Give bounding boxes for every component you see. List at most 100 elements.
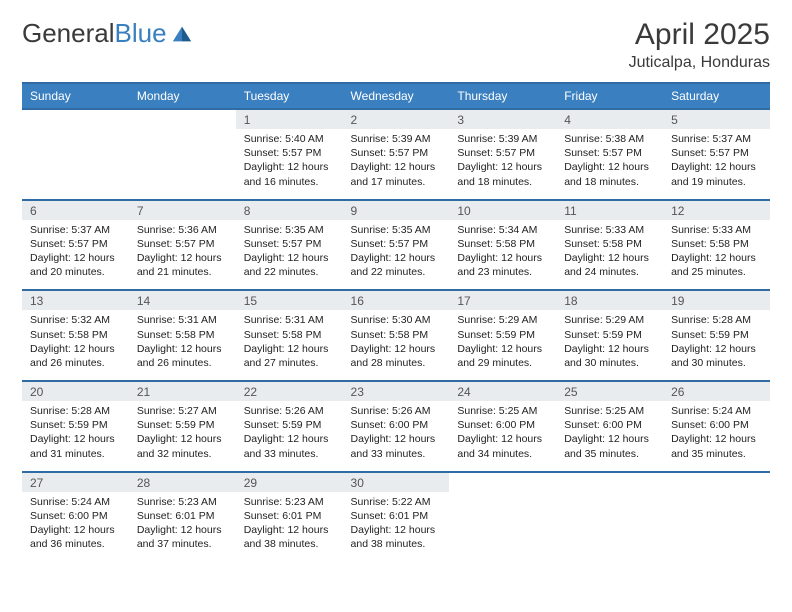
sunrise-line: Sunrise: 5:25 AM — [457, 404, 548, 418]
title-block: April 2025 Juticalpa, Honduras — [629, 18, 770, 72]
empty-cell — [556, 492, 663, 562]
day-details: Sunrise: 5:24 AMSunset: 6:00 PMDaylight:… — [663, 401, 770, 472]
day-number: 21 — [129, 381, 236, 401]
sunset-line: Sunset: 5:58 PM — [351, 328, 442, 342]
day-number: 2 — [343, 109, 450, 129]
daylight-line: Daylight: 12 hours and 25 minutes. — [671, 251, 762, 279]
day-number: 13 — [22, 290, 129, 310]
sunrise-line: Sunrise: 5:34 AM — [457, 223, 548, 237]
sunset-line: Sunset: 5:58 PM — [30, 328, 121, 342]
empty-cell — [663, 472, 770, 492]
sunrise-line: Sunrise: 5:28 AM — [671, 313, 762, 327]
day-details: Sunrise: 5:23 AMSunset: 6:01 PMDaylight:… — [129, 492, 236, 562]
daylight-line: Daylight: 12 hours and 34 minutes. — [457, 432, 548, 460]
brand-name-a: General — [22, 18, 115, 48]
sunset-line: Sunset: 5:58 PM — [671, 237, 762, 251]
sunrise-line: Sunrise: 5:29 AM — [564, 313, 655, 327]
day-number: 8 — [236, 200, 343, 220]
empty-cell — [449, 472, 556, 492]
day-body-row: Sunrise: 5:40 AMSunset: 5:57 PMDaylight:… — [22, 129, 770, 200]
sunset-line: Sunset: 5:59 PM — [457, 328, 548, 342]
day-details: Sunrise: 5:25 AMSunset: 6:00 PMDaylight:… — [556, 401, 663, 472]
sunset-line: Sunset: 5:58 PM — [137, 328, 228, 342]
day-details: Sunrise: 5:26 AMSunset: 6:00 PMDaylight:… — [343, 401, 450, 472]
day-details: Sunrise: 5:35 AMSunset: 5:57 PMDaylight:… — [236, 220, 343, 291]
sunrise-line: Sunrise: 5:36 AM — [137, 223, 228, 237]
empty-cell — [22, 109, 129, 129]
day-details: Sunrise: 5:38 AMSunset: 5:57 PMDaylight:… — [556, 129, 663, 200]
day-number: 24 — [449, 381, 556, 401]
sunrise-line: Sunrise: 5:30 AM — [351, 313, 442, 327]
sunset-line: Sunset: 5:58 PM — [564, 237, 655, 251]
day-number: 4 — [556, 109, 663, 129]
day-number: 16 — [343, 290, 450, 310]
sunrise-line: Sunrise: 5:37 AM — [671, 132, 762, 146]
sunrise-line: Sunrise: 5:23 AM — [244, 495, 335, 509]
sunrise-line: Sunrise: 5:38 AM — [564, 132, 655, 146]
sunrise-line: Sunrise: 5:37 AM — [30, 223, 121, 237]
daylight-line: Daylight: 12 hours and 21 minutes. — [137, 251, 228, 279]
day-number: 5 — [663, 109, 770, 129]
day-details: Sunrise: 5:36 AMSunset: 5:57 PMDaylight:… — [129, 220, 236, 291]
brand-name: GeneralBlue — [22, 18, 167, 49]
sunrise-line: Sunrise: 5:31 AM — [244, 313, 335, 327]
daylight-line: Daylight: 12 hours and 16 minutes. — [244, 160, 335, 188]
daylight-line: Daylight: 12 hours and 20 minutes. — [30, 251, 121, 279]
day-details: Sunrise: 5:31 AMSunset: 5:58 PMDaylight:… — [236, 310, 343, 381]
sunset-line: Sunset: 5:57 PM — [244, 146, 335, 160]
daylight-line: Daylight: 12 hours and 35 minutes. — [671, 432, 762, 460]
day-number-row: 13141516171819 — [22, 290, 770, 310]
daylight-line: Daylight: 12 hours and 24 minutes. — [564, 251, 655, 279]
day-details: Sunrise: 5:33 AMSunset: 5:58 PMDaylight:… — [663, 220, 770, 291]
calendar-body: 12345Sunrise: 5:40 AMSunset: 5:57 PMDayl… — [22, 109, 770, 561]
daylight-line: Daylight: 12 hours and 33 minutes. — [244, 432, 335, 460]
sunset-line: Sunset: 5:59 PM — [244, 418, 335, 432]
sunrise-line: Sunrise: 5:39 AM — [351, 132, 442, 146]
day-details: Sunrise: 5:35 AMSunset: 5:57 PMDaylight:… — [343, 220, 450, 291]
day-number: 15 — [236, 290, 343, 310]
daylight-line: Daylight: 12 hours and 22 minutes. — [244, 251, 335, 279]
day-number: 23 — [343, 381, 450, 401]
day-number: 27 — [22, 472, 129, 492]
daylight-line: Daylight: 12 hours and 18 minutes. — [564, 160, 655, 188]
sunset-line: Sunset: 5:57 PM — [564, 146, 655, 160]
day-number: 29 — [236, 472, 343, 492]
day-body-row: Sunrise: 5:24 AMSunset: 6:00 PMDaylight:… — [22, 492, 770, 562]
day-number: 18 — [556, 290, 663, 310]
day-details: Sunrise: 5:34 AMSunset: 5:58 PMDaylight:… — [449, 220, 556, 291]
daylight-line: Daylight: 12 hours and 38 minutes. — [351, 523, 442, 551]
day-details: Sunrise: 5:29 AMSunset: 5:59 PMDaylight:… — [449, 310, 556, 381]
day-details: Sunrise: 5:31 AMSunset: 5:58 PMDaylight:… — [129, 310, 236, 381]
daylight-line: Daylight: 12 hours and 19 minutes. — [671, 160, 762, 188]
day-body-row: Sunrise: 5:28 AMSunset: 5:59 PMDaylight:… — [22, 401, 770, 472]
day-number: 19 — [663, 290, 770, 310]
day-number: 3 — [449, 109, 556, 129]
sunset-line: Sunset: 6:01 PM — [244, 509, 335, 523]
day-number: 22 — [236, 381, 343, 401]
sunrise-line: Sunrise: 5:39 AM — [457, 132, 548, 146]
day-number: 30 — [343, 472, 450, 492]
sunrise-line: Sunrise: 5:28 AM — [30, 404, 121, 418]
day-details: Sunrise: 5:29 AMSunset: 5:59 PMDaylight:… — [556, 310, 663, 381]
day-details: Sunrise: 5:37 AMSunset: 5:57 PMDaylight:… — [663, 129, 770, 200]
daylight-line: Daylight: 12 hours and 33 minutes. — [351, 432, 442, 460]
sunrise-line: Sunrise: 5:33 AM — [671, 223, 762, 237]
day-number: 6 — [22, 200, 129, 220]
day-details: Sunrise: 5:39 AMSunset: 5:57 PMDaylight:… — [449, 129, 556, 200]
sunset-line: Sunset: 5:57 PM — [30, 237, 121, 251]
daylight-line: Daylight: 12 hours and 26 minutes. — [30, 342, 121, 370]
daylight-line: Daylight: 12 hours and 36 minutes. — [30, 523, 121, 551]
day-details: Sunrise: 5:28 AMSunset: 5:59 PMDaylight:… — [22, 401, 129, 472]
sunset-line: Sunset: 5:59 PM — [564, 328, 655, 342]
brand-name-b: Blue — [115, 18, 167, 48]
sunrise-line: Sunrise: 5:35 AM — [351, 223, 442, 237]
day-details: Sunrise: 5:25 AMSunset: 6:00 PMDaylight:… — [449, 401, 556, 472]
sunset-line: Sunset: 5:57 PM — [671, 146, 762, 160]
page: GeneralBlue April 2025 Juticalpa, Hondur… — [0, 0, 792, 612]
sunset-line: Sunset: 6:00 PM — [30, 509, 121, 523]
daylight-line: Daylight: 12 hours and 30 minutes. — [564, 342, 655, 370]
weekday-header: Sunday — [22, 83, 129, 109]
sunrise-line: Sunrise: 5:26 AM — [351, 404, 442, 418]
daylight-line: Daylight: 12 hours and 32 minutes. — [137, 432, 228, 460]
weekday-header: Wednesday — [343, 83, 450, 109]
